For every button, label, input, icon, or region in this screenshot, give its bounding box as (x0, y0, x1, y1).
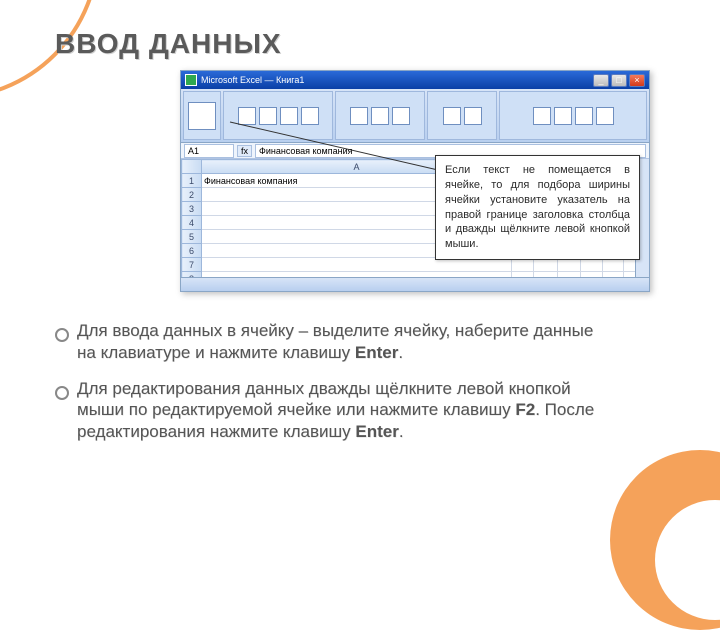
fx-icon[interactable]: fx (237, 145, 252, 157)
bullet-list: Для ввода данных в ячейку – выделите яче… (55, 320, 615, 457)
ribbon-icon[interactable] (238, 107, 256, 125)
bullet-strong: Enter (355, 343, 398, 362)
bullet-strong: F2 (515, 400, 535, 419)
ribbon-icon[interactable] (392, 107, 410, 125)
list-item: Для ввода данных в ячейку – выделите яче… (55, 320, 615, 364)
callout-box: Если текст не помещается в ячейке, то дл… (435, 155, 640, 260)
close-button[interactable]: × (629, 74, 645, 87)
row-header[interactable]: 4 (182, 216, 202, 230)
row-header[interactable]: 5 (182, 230, 202, 244)
bullet-text: Для ввода данных в ячейку – выделите яче… (77, 321, 593, 362)
row-header[interactable]: 2 (182, 188, 202, 202)
ribbon-icon[interactable] (533, 107, 551, 125)
ribbon-icon[interactable] (259, 107, 277, 125)
ribbon-icon[interactable] (280, 107, 298, 125)
ribbon-icon[interactable] (575, 107, 593, 125)
list-item: Для редактирования данных дважды щёлкнит… (55, 378, 615, 443)
ribbon-icon[interactable] (443, 107, 461, 125)
page-title: ВВОД ДАННЫХ (55, 28, 282, 60)
row-header[interactable]: 6 (182, 244, 202, 258)
ribbon-icon[interactable] (596, 107, 614, 125)
ribbon-icon[interactable] (464, 107, 482, 125)
ribbon-icon[interactable] (554, 107, 572, 125)
app-icon (185, 74, 197, 86)
bullet-strong: Enter (355, 422, 398, 441)
decorative-circle (610, 450, 720, 630)
row-header[interactable]: 1 (182, 174, 202, 188)
bullet-text: Для редактирования данных дважды щёлкнит… (77, 379, 571, 420)
ribbon-icon[interactable] (350, 107, 368, 125)
window-title: Microsoft Excel — Книга1 (201, 75, 304, 85)
bullet-text: . (398, 343, 403, 362)
window-titlebar: Microsoft Excel — Книга1 _ □ × (181, 71, 649, 89)
minimize-button[interactable]: _ (593, 74, 609, 87)
row-header[interactable]: 3 (182, 202, 202, 216)
name-box[interactable]: A1 (184, 144, 234, 158)
ribbon-icon[interactable] (301, 107, 319, 125)
status-bar (181, 277, 649, 291)
row-header[interactable]: 7 (182, 258, 202, 272)
maximize-button[interactable]: □ (611, 74, 627, 87)
ribbon (181, 89, 649, 143)
decorative-circle-inner (655, 500, 720, 620)
ribbon-icon[interactable] (371, 107, 389, 125)
paste-icon[interactable] (188, 102, 216, 130)
bullet-text: . (399, 422, 404, 441)
